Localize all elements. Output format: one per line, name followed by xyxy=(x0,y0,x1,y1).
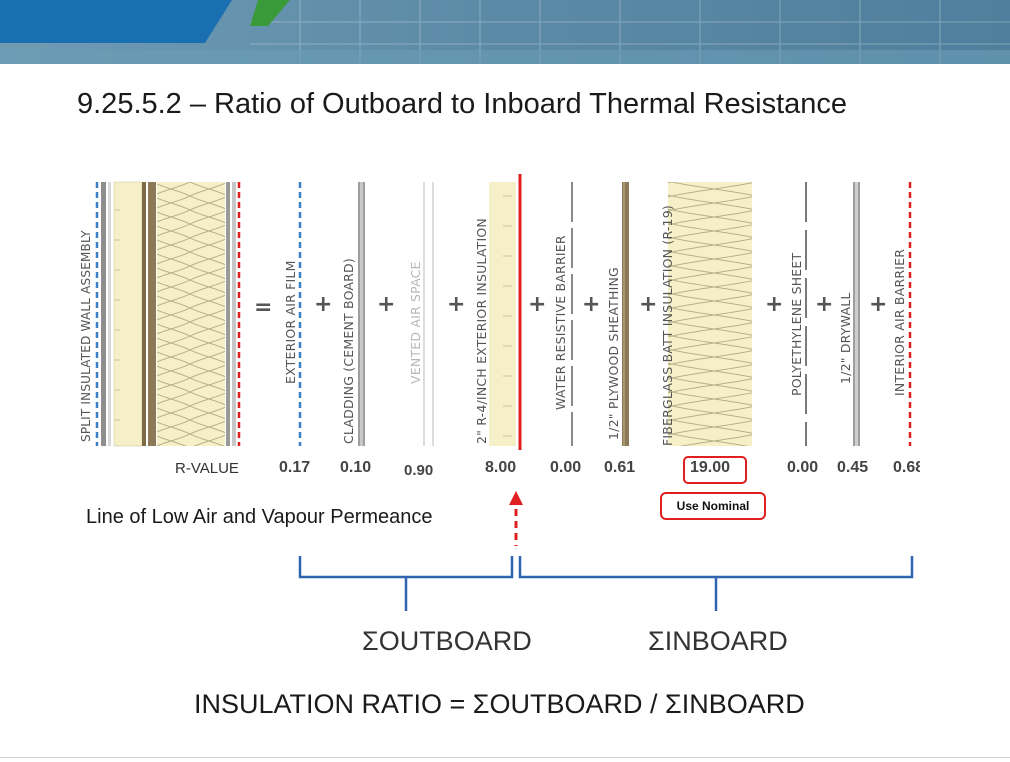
plus-sign-8: + xyxy=(815,292,834,317)
r-value-poly-sheet: 0.00 xyxy=(787,459,819,476)
r-value-air-space: 0.90 xyxy=(404,462,434,479)
layer-label-batt-insulation: FIBERGLASS BATT INSULATION (R-19) xyxy=(660,205,675,446)
permeance-line-label: Line of Low Air and Vapour Permeance xyxy=(86,506,433,528)
wall-assembly-diagram xyxy=(95,174,914,611)
layer-label-vented-air-space: VENTED AIR SPACE xyxy=(408,261,423,384)
bottom-divider xyxy=(0,757,1010,758)
r-value-exterior-air-film: 0.17 xyxy=(279,459,311,476)
inboard-bracket xyxy=(518,556,914,611)
plus-sign-4: + xyxy=(528,292,547,317)
sum-inboard-label: ΣINBOARD xyxy=(648,626,788,656)
plus-sign-1: + xyxy=(314,292,333,317)
layer-label-plywood-sheathing: 1/2" PLYWOOD SHEATHING xyxy=(606,267,621,440)
r-value-exterior-insulation: 8.00 xyxy=(485,459,517,476)
outboard-bracket xyxy=(298,556,514,611)
r-value-batt-insulation: 19.00 xyxy=(690,459,731,476)
r-value-plywood: 0.61 xyxy=(604,459,636,476)
layer-label-water-resistive-barrier: WATER RESISTIVE BARRIER xyxy=(553,235,568,410)
r19-highlight-box xyxy=(683,456,747,484)
exterior-insulation-graphic xyxy=(489,182,516,446)
permeance-arrow xyxy=(509,491,523,546)
assembly-section-graphic xyxy=(95,181,241,447)
plus-sign-6: + xyxy=(639,292,658,317)
layer-label-drywall: 1/2" DRYWALL xyxy=(838,292,853,384)
r-value-clip: 0.68 xyxy=(890,455,920,483)
r-value-label: R-VALUE xyxy=(175,460,239,477)
r-value-drywall: 0.45 xyxy=(837,459,869,476)
r-value-interior-air-barrier: 0.68 xyxy=(893,459,920,476)
insulation-ratio-formula: INSULATION RATIO = ΣOUTBOARD / ΣINBOARD xyxy=(194,689,805,719)
plus-sign-5: + xyxy=(582,292,601,317)
equals-sign: = xyxy=(254,295,273,320)
plus-sign-7: + xyxy=(765,292,784,317)
page-title: 9.25.5.2 – Ratio of Outboard to Inboard … xyxy=(77,88,848,120)
plywood-graphic xyxy=(622,182,629,446)
layer-label-exterior-insulation: 2" R-4/INCH EXTERIOR INSULATION xyxy=(474,218,489,444)
sum-outboard-label: ΣOUTBOARD xyxy=(362,626,532,656)
plus-sign-2: + xyxy=(377,292,396,317)
r-value-cladding: 0.10 xyxy=(340,459,372,476)
use-nominal-note: Use Nominal xyxy=(660,492,766,520)
r-value-wrb: 0.00 xyxy=(550,459,582,476)
header-banner xyxy=(0,0,1010,64)
assembly-label: SPLIT INSULATED WALL ASSEMBLY xyxy=(79,230,93,442)
plus-sign-3: + xyxy=(447,292,466,317)
layer-label-cladding: CLADDING (CEMENT BOARD) xyxy=(341,258,356,444)
layer-label-exterior-air-film: EXTERIOR AIR FILM xyxy=(283,260,298,384)
layer-label-interior-air-barrier: INTERIOR AIR BARRIER xyxy=(892,248,907,396)
plus-sign-9: + xyxy=(869,292,888,317)
layer-label-polyethylene-sheet: POLYETHYLENE SHEET xyxy=(789,252,804,396)
